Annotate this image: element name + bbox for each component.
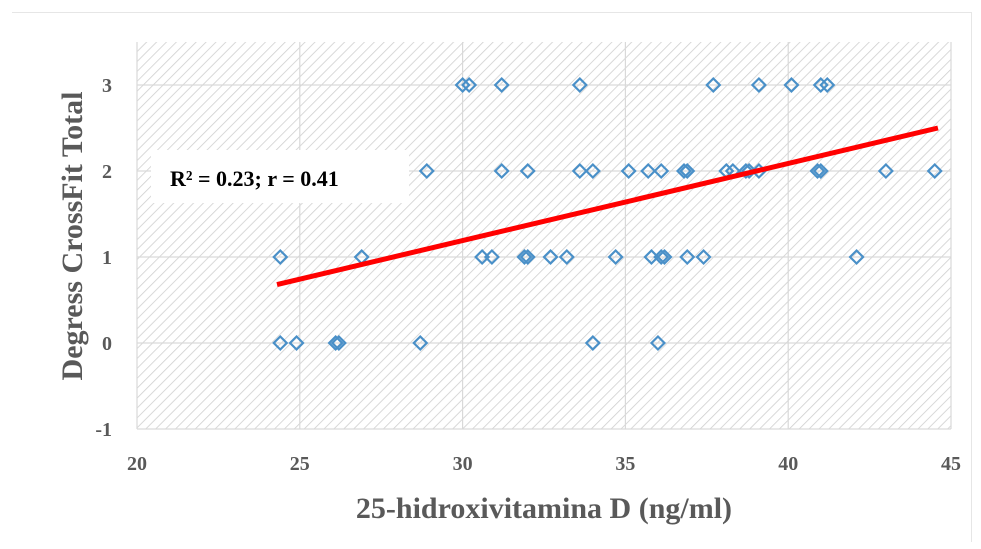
data-point (584, 334, 601, 352)
data-point (327, 334, 344, 352)
annotation-box (151, 150, 409, 203)
data-point (571, 162, 588, 180)
data-point (679, 162, 696, 180)
data-point (812, 76, 829, 94)
data-point (737, 162, 754, 180)
x-tick-label: 25 (290, 453, 310, 475)
data-point (461, 76, 478, 94)
data-point (653, 248, 670, 266)
data-point (877, 162, 894, 180)
annotation-text: R² = 0.23; r = 0.41 (170, 166, 339, 191)
data-point (454, 76, 471, 94)
data-point (519, 248, 536, 266)
y-tick-label: 2 (102, 161, 112, 183)
data-point (926, 162, 943, 180)
data-point (653, 162, 670, 180)
data-point (493, 162, 510, 180)
y-tick-label: 1 (102, 247, 112, 269)
data-points (272, 76, 943, 352)
tick-labels: -1 0 1 2 3 20 25 30 35 40 45 (95, 75, 961, 475)
y-axis-title: Degress CrossFit Total (56, 92, 89, 381)
data-point (679, 248, 696, 266)
data-point (656, 248, 673, 266)
x-tick-label: 30 (453, 453, 473, 475)
data-point (483, 248, 500, 266)
data-point (607, 248, 624, 266)
data-point (272, 334, 289, 352)
data-point (558, 248, 575, 266)
y-tick-label: 3 (102, 75, 112, 97)
data-point (584, 162, 601, 180)
y-tick-label: 0 (102, 333, 112, 355)
y-tick-label: -1 (95, 419, 112, 441)
data-point (493, 76, 510, 94)
data-point (783, 76, 800, 94)
data-point (288, 334, 305, 352)
data-point (812, 162, 829, 180)
data-point (848, 248, 865, 266)
data-point (675, 162, 693, 180)
data-point (620, 162, 637, 180)
x-axis-title: 25-hidroxivitamina D (ng/ml) (356, 492, 732, 525)
data-point (640, 162, 657, 180)
data-point (705, 76, 722, 94)
data-point (516, 248, 533, 266)
x-tick-label: 35 (615, 453, 635, 475)
data-point (418, 162, 435, 180)
x-tick-label: 40 (778, 453, 798, 475)
data-point (412, 334, 429, 352)
data-point (272, 248, 289, 266)
data-point (819, 76, 836, 94)
chart-frame (12, 12, 972, 542)
data-point (750, 76, 767, 94)
data-point (695, 248, 712, 266)
data-point (649, 334, 667, 352)
data-point (809, 162, 826, 180)
data-point (330, 334, 347, 352)
data-point (542, 248, 559, 266)
x-tick-label: 45 (941, 453, 961, 475)
data-point (519, 162, 536, 180)
x-tick-label: 20 (127, 453, 147, 475)
plot-area (137, 42, 951, 429)
data-point (571, 76, 588, 94)
trend-line (276, 125, 939, 287)
